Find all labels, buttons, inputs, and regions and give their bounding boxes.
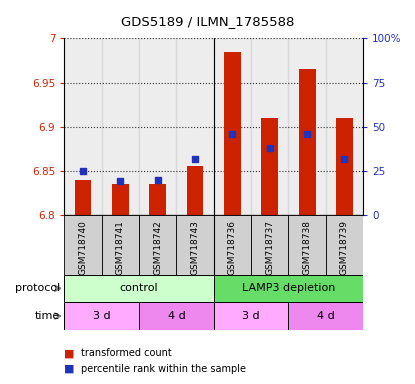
Text: 3 d: 3 d: [93, 311, 110, 321]
Bar: [64, 38, 102, 215]
Bar: [112, 184, 129, 215]
Bar: [64, 302, 139, 330]
Point: [229, 131, 236, 137]
Bar: [336, 118, 353, 215]
Bar: [64, 275, 214, 302]
Text: 4 d: 4 d: [317, 311, 334, 321]
Bar: [139, 302, 214, 330]
Bar: [288, 302, 363, 330]
Bar: [288, 215, 326, 275]
Text: GSM718743: GSM718743: [190, 220, 200, 275]
Bar: [214, 215, 251, 275]
Bar: [187, 167, 203, 215]
Bar: [288, 38, 326, 215]
Text: GSM718739: GSM718739: [340, 220, 349, 275]
Bar: [251, 38, 288, 215]
Bar: [75, 180, 91, 215]
Bar: [149, 184, 166, 215]
Text: 3 d: 3 d: [242, 311, 260, 321]
Text: GSM718738: GSM718738: [303, 220, 312, 275]
Point: [192, 156, 198, 162]
Point: [154, 177, 161, 183]
Bar: [224, 52, 241, 215]
Text: GSM718737: GSM718737: [265, 220, 274, 275]
Bar: [261, 118, 278, 215]
Bar: [102, 215, 139, 275]
Text: GSM718742: GSM718742: [153, 220, 162, 275]
Bar: [326, 215, 363, 275]
Text: GSM718741: GSM718741: [116, 220, 125, 275]
Text: percentile rank within the sample: percentile rank within the sample: [81, 364, 246, 374]
Bar: [214, 38, 251, 215]
Text: GSM718736: GSM718736: [228, 220, 237, 275]
Bar: [139, 38, 176, 215]
Bar: [251, 215, 288, 275]
Point: [266, 145, 273, 151]
Bar: [102, 38, 139, 215]
Text: GDS5189 / ILMN_1785588: GDS5189 / ILMN_1785588: [121, 15, 294, 28]
Point: [117, 179, 124, 185]
Text: protocol: protocol: [15, 283, 60, 293]
Bar: [299, 70, 315, 215]
Text: control: control: [120, 283, 159, 293]
Text: time: time: [35, 311, 60, 321]
Text: ■: ■: [64, 348, 75, 358]
Bar: [214, 302, 288, 330]
Bar: [139, 215, 176, 275]
Text: ■: ■: [64, 364, 75, 374]
Text: LAMP3 depletion: LAMP3 depletion: [242, 283, 335, 293]
Bar: [214, 275, 363, 302]
Text: 4 d: 4 d: [168, 311, 185, 321]
Bar: [326, 38, 363, 215]
Point: [304, 131, 310, 137]
Point: [80, 168, 86, 174]
Text: transformed count: transformed count: [81, 348, 172, 358]
Bar: [176, 215, 214, 275]
Text: GSM718740: GSM718740: [78, 220, 88, 275]
Point: [341, 156, 348, 162]
Bar: [64, 215, 102, 275]
Bar: [176, 38, 214, 215]
